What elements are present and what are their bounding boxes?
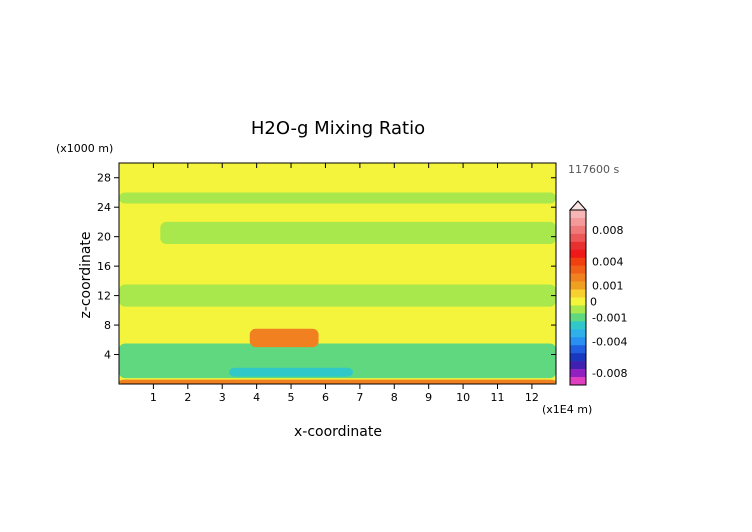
y-tick-label: 16	[97, 260, 111, 273]
y-tick-label: 4	[104, 349, 111, 362]
field-region	[160, 221, 557, 245]
colorbar-swatch	[570, 313, 586, 322]
colorbar-label: 0.004	[592, 256, 624, 269]
x-tick-label: 4	[253, 391, 260, 404]
colorbar-swatch	[570, 361, 586, 370]
y-tick-label: 24	[97, 201, 111, 214]
x-tick-label: 11	[491, 391, 505, 404]
colorbar-swatch	[570, 305, 586, 314]
x-tick-label: 3	[219, 391, 226, 404]
colorbar-swatch	[570, 249, 586, 259]
colorbar-swatch	[570, 225, 586, 235]
x-tick-label: 1	[150, 391, 157, 404]
colorbar-label: 0.001	[592, 280, 624, 293]
field-region	[229, 367, 353, 377]
y-tick-label: 20	[97, 231, 111, 244]
colorbar-frame	[569, 209, 587, 386]
colorbar-swatch	[570, 289, 586, 298]
colorbar-swatch	[570, 273, 586, 282]
colorbar-swatch	[570, 233, 586, 243]
field-region	[249, 328, 319, 348]
field-region	[119, 284, 556, 307]
colorbar-swatch	[570, 297, 586, 306]
colorbar-swatch	[570, 329, 586, 338]
y-unit-label: (x1000 m)	[56, 142, 113, 155]
colorbar-label: -0.001	[592, 311, 627, 324]
y-tick-label: 8	[104, 319, 111, 332]
y-tick-label: 28	[97, 172, 111, 185]
x-axis: 1 2 3 4 5 6 7 8 9 10 11 12	[150, 163, 539, 404]
field-region	[119, 192, 556, 204]
colorbar-swatch	[570, 321, 586, 330]
colorbar-label: 0	[590, 295, 597, 308]
colorbar-label: -0.008	[592, 367, 627, 380]
chart-title: H2O-g Mixing Ratio	[251, 118, 425, 139]
colorbar-swatch	[570, 257, 586, 266]
field-region	[119, 379, 556, 384]
colorbar-label: 0.008	[592, 224, 624, 237]
colorbar-swatch	[570, 281, 586, 290]
x-tick-label: 9	[425, 391, 432, 404]
plot-frame	[118, 162, 557, 385]
x-unit-label: (x1E4 m)	[542, 403, 592, 416]
x-tick-label: 5	[288, 391, 295, 404]
x-tick-label: 8	[391, 391, 398, 404]
colorbar-label: -0.004	[592, 335, 627, 348]
x-tick-label: 7	[356, 391, 363, 404]
time-label: 117600 s	[568, 163, 619, 176]
x-tick-label: 6	[322, 391, 329, 404]
heatmap-plot	[118, 162, 557, 385]
colorbar-swatch	[570, 337, 586, 346]
colorbar-swatch	[570, 353, 586, 362]
y-axis: 4 8 12 16 20 24 28	[97, 172, 556, 362]
y-tick-label: 12	[97, 290, 111, 303]
colorbar-swatch	[570, 217, 586, 227]
x-tick-label: 12	[525, 391, 539, 404]
field-region	[119, 343, 556, 379]
colorbar-swatch	[570, 369, 586, 378]
colorbar-arrow	[568, 200, 588, 211]
colorbar: 0.008 0.004 0.001 0 -0.001 -0.004 -0.008	[568, 200, 627, 386]
colorbar-swatch	[570, 345, 586, 354]
x-tick-label: 10	[456, 391, 470, 404]
x-tick-label: 2	[184, 391, 191, 404]
colorbar-swatch	[570, 210, 586, 219]
x-axis-title: x-coordinate	[294, 424, 382, 440]
colorbar-swatch	[570, 265, 586, 274]
colorbar-swatch	[570, 377, 586, 386]
colorbar-swatch	[570, 241, 586, 251]
y-axis-title: z-coordinate	[78, 231, 94, 318]
